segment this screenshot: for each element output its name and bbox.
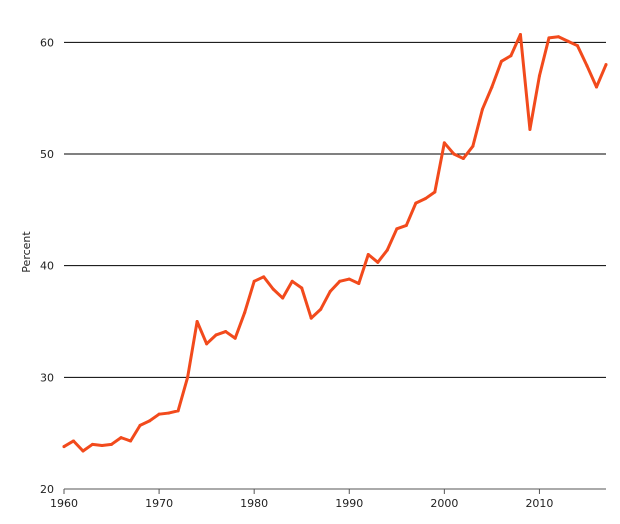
y-tick-label: 30 [40, 371, 54, 384]
data-point-2003 [471, 144, 475, 148]
data-point-1967 [129, 439, 133, 443]
data-point-1982 [271, 287, 275, 291]
data-point-2017 [604, 63, 608, 67]
y-tick-label: 60 [40, 36, 54, 49]
data-point-2005 [490, 85, 494, 89]
y-tick-label: 50 [40, 148, 54, 161]
data-point-2001 [452, 152, 456, 156]
data-point-1988 [328, 289, 332, 293]
data-point-1962 [81, 449, 85, 453]
data-point-1980 [252, 279, 256, 283]
y-axis-ticks: 20 30 40 50 60 [40, 36, 54, 496]
data-series-line [62, 33, 608, 453]
x-tick-label: 1990 [335, 497, 363, 510]
data-point-1964 [100, 443, 104, 447]
data-point-1995 [395, 227, 399, 231]
x-tick-label: 2000 [430, 497, 458, 510]
data-point-2009 [528, 127, 532, 131]
gridlines [64, 41, 606, 378]
x-tick-label: 1980 [240, 497, 268, 510]
data-point-1961 [72, 439, 76, 443]
data-point-1985 [300, 286, 304, 290]
data-point-1986 [309, 316, 313, 320]
data-point-2016 [594, 85, 598, 89]
x-tick-label: 2010 [525, 497, 553, 510]
data-point-1963 [91, 442, 95, 446]
x-tick-label: 1960 [50, 497, 78, 510]
data-point-2008 [518, 33, 522, 37]
data-point-1997 [414, 201, 418, 205]
data-point-1977 [224, 330, 228, 334]
x-tick-label: 1970 [145, 497, 173, 510]
y-tick-label: 40 [40, 260, 54, 273]
data-point-1979 [243, 311, 247, 315]
data-point-1970 [157, 412, 161, 416]
data-point-1981 [262, 275, 266, 279]
data-point-1976 [214, 333, 218, 337]
data-point-1968 [138, 423, 142, 427]
data-point-1971 [167, 411, 171, 415]
data-point-1993 [376, 260, 380, 264]
data-point-1992 [366, 253, 370, 256]
data-point-2011 [547, 36, 551, 40]
data-point-2000 [442, 141, 446, 145]
data-point-2012 [556, 35, 560, 39]
data-point-1960 [62, 445, 66, 449]
data-point-2015 [585, 64, 589, 68]
data-point-2013 [566, 39, 570, 43]
data-point-1994 [385, 248, 389, 252]
data-point-1999 [433, 190, 437, 194]
data-point-1990 [347, 277, 351, 281]
data-point-2007 [509, 54, 513, 58]
y-axis-label: Percent [20, 231, 33, 273]
data-point-1972 [176, 409, 180, 413]
data-point-2014 [575, 44, 579, 48]
data-point-1973 [186, 375, 190, 379]
data-point-2004 [480, 107, 484, 111]
data-point-1998 [423, 197, 427, 201]
data-point-1965 [110, 442, 114, 446]
y-tick-label: 20 [40, 483, 54, 496]
data-point-1975 [205, 342, 209, 346]
data-point-1966 [119, 436, 123, 440]
data-point-1974 [195, 320, 199, 323]
data-point-1987 [319, 307, 323, 311]
x-axis-ticks: 1960 1970 1980 1990 2000 2010 [50, 489, 553, 510]
data-point-1978 [233, 336, 237, 340]
data-point-2002 [461, 156, 465, 160]
data-point-1969 [148, 419, 152, 423]
data-point-2010 [537, 74, 541, 78]
data-point-1984 [290, 279, 294, 283]
data-point-1991 [357, 282, 361, 286]
data-point-1989 [338, 279, 342, 283]
data-point-1983 [281, 296, 285, 300]
data-point-2006 [499, 59, 503, 63]
data-points [62, 33, 608, 453]
data-point-1996 [404, 223, 408, 227]
